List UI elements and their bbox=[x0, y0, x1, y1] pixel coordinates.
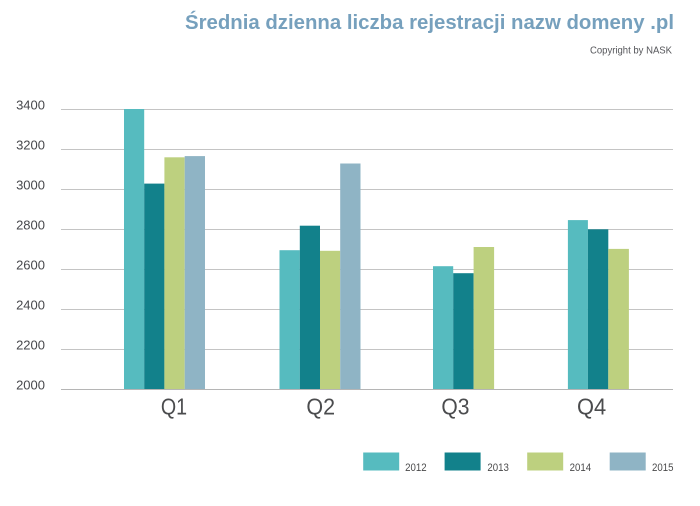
svg-text:2012: 2012 bbox=[405, 462, 427, 474]
svg-text:Q4: Q4 bbox=[577, 394, 606, 420]
svg-text:2200: 2200 bbox=[16, 338, 45, 353]
svg-text:2014: 2014 bbox=[570, 462, 592, 474]
svg-text:3000: 3000 bbox=[16, 178, 45, 193]
svg-text:Copyright by NASK: Copyright by NASK bbox=[590, 45, 672, 57]
svg-text:Q3: Q3 bbox=[441, 394, 469, 420]
svg-text:2600: 2600 bbox=[16, 258, 45, 273]
svg-text:2013: 2013 bbox=[487, 462, 509, 474]
svg-text:2800: 2800 bbox=[16, 218, 45, 233]
svg-text:2000: 2000 bbox=[16, 378, 45, 393]
svg-text:3400: 3400 bbox=[16, 98, 45, 113]
svg-text:Średnia dzienna liczba rejestr: Średnia dzienna liczba rejestracji nazw … bbox=[185, 10, 674, 34]
svg-text:3200: 3200 bbox=[16, 138, 45, 153]
svg-text:2400: 2400 bbox=[16, 298, 45, 313]
svg-text:Q2: Q2 bbox=[306, 394, 335, 420]
svg-text:2015: 2015 bbox=[652, 462, 674, 474]
svg-text:Q1: Q1 bbox=[161, 394, 187, 420]
